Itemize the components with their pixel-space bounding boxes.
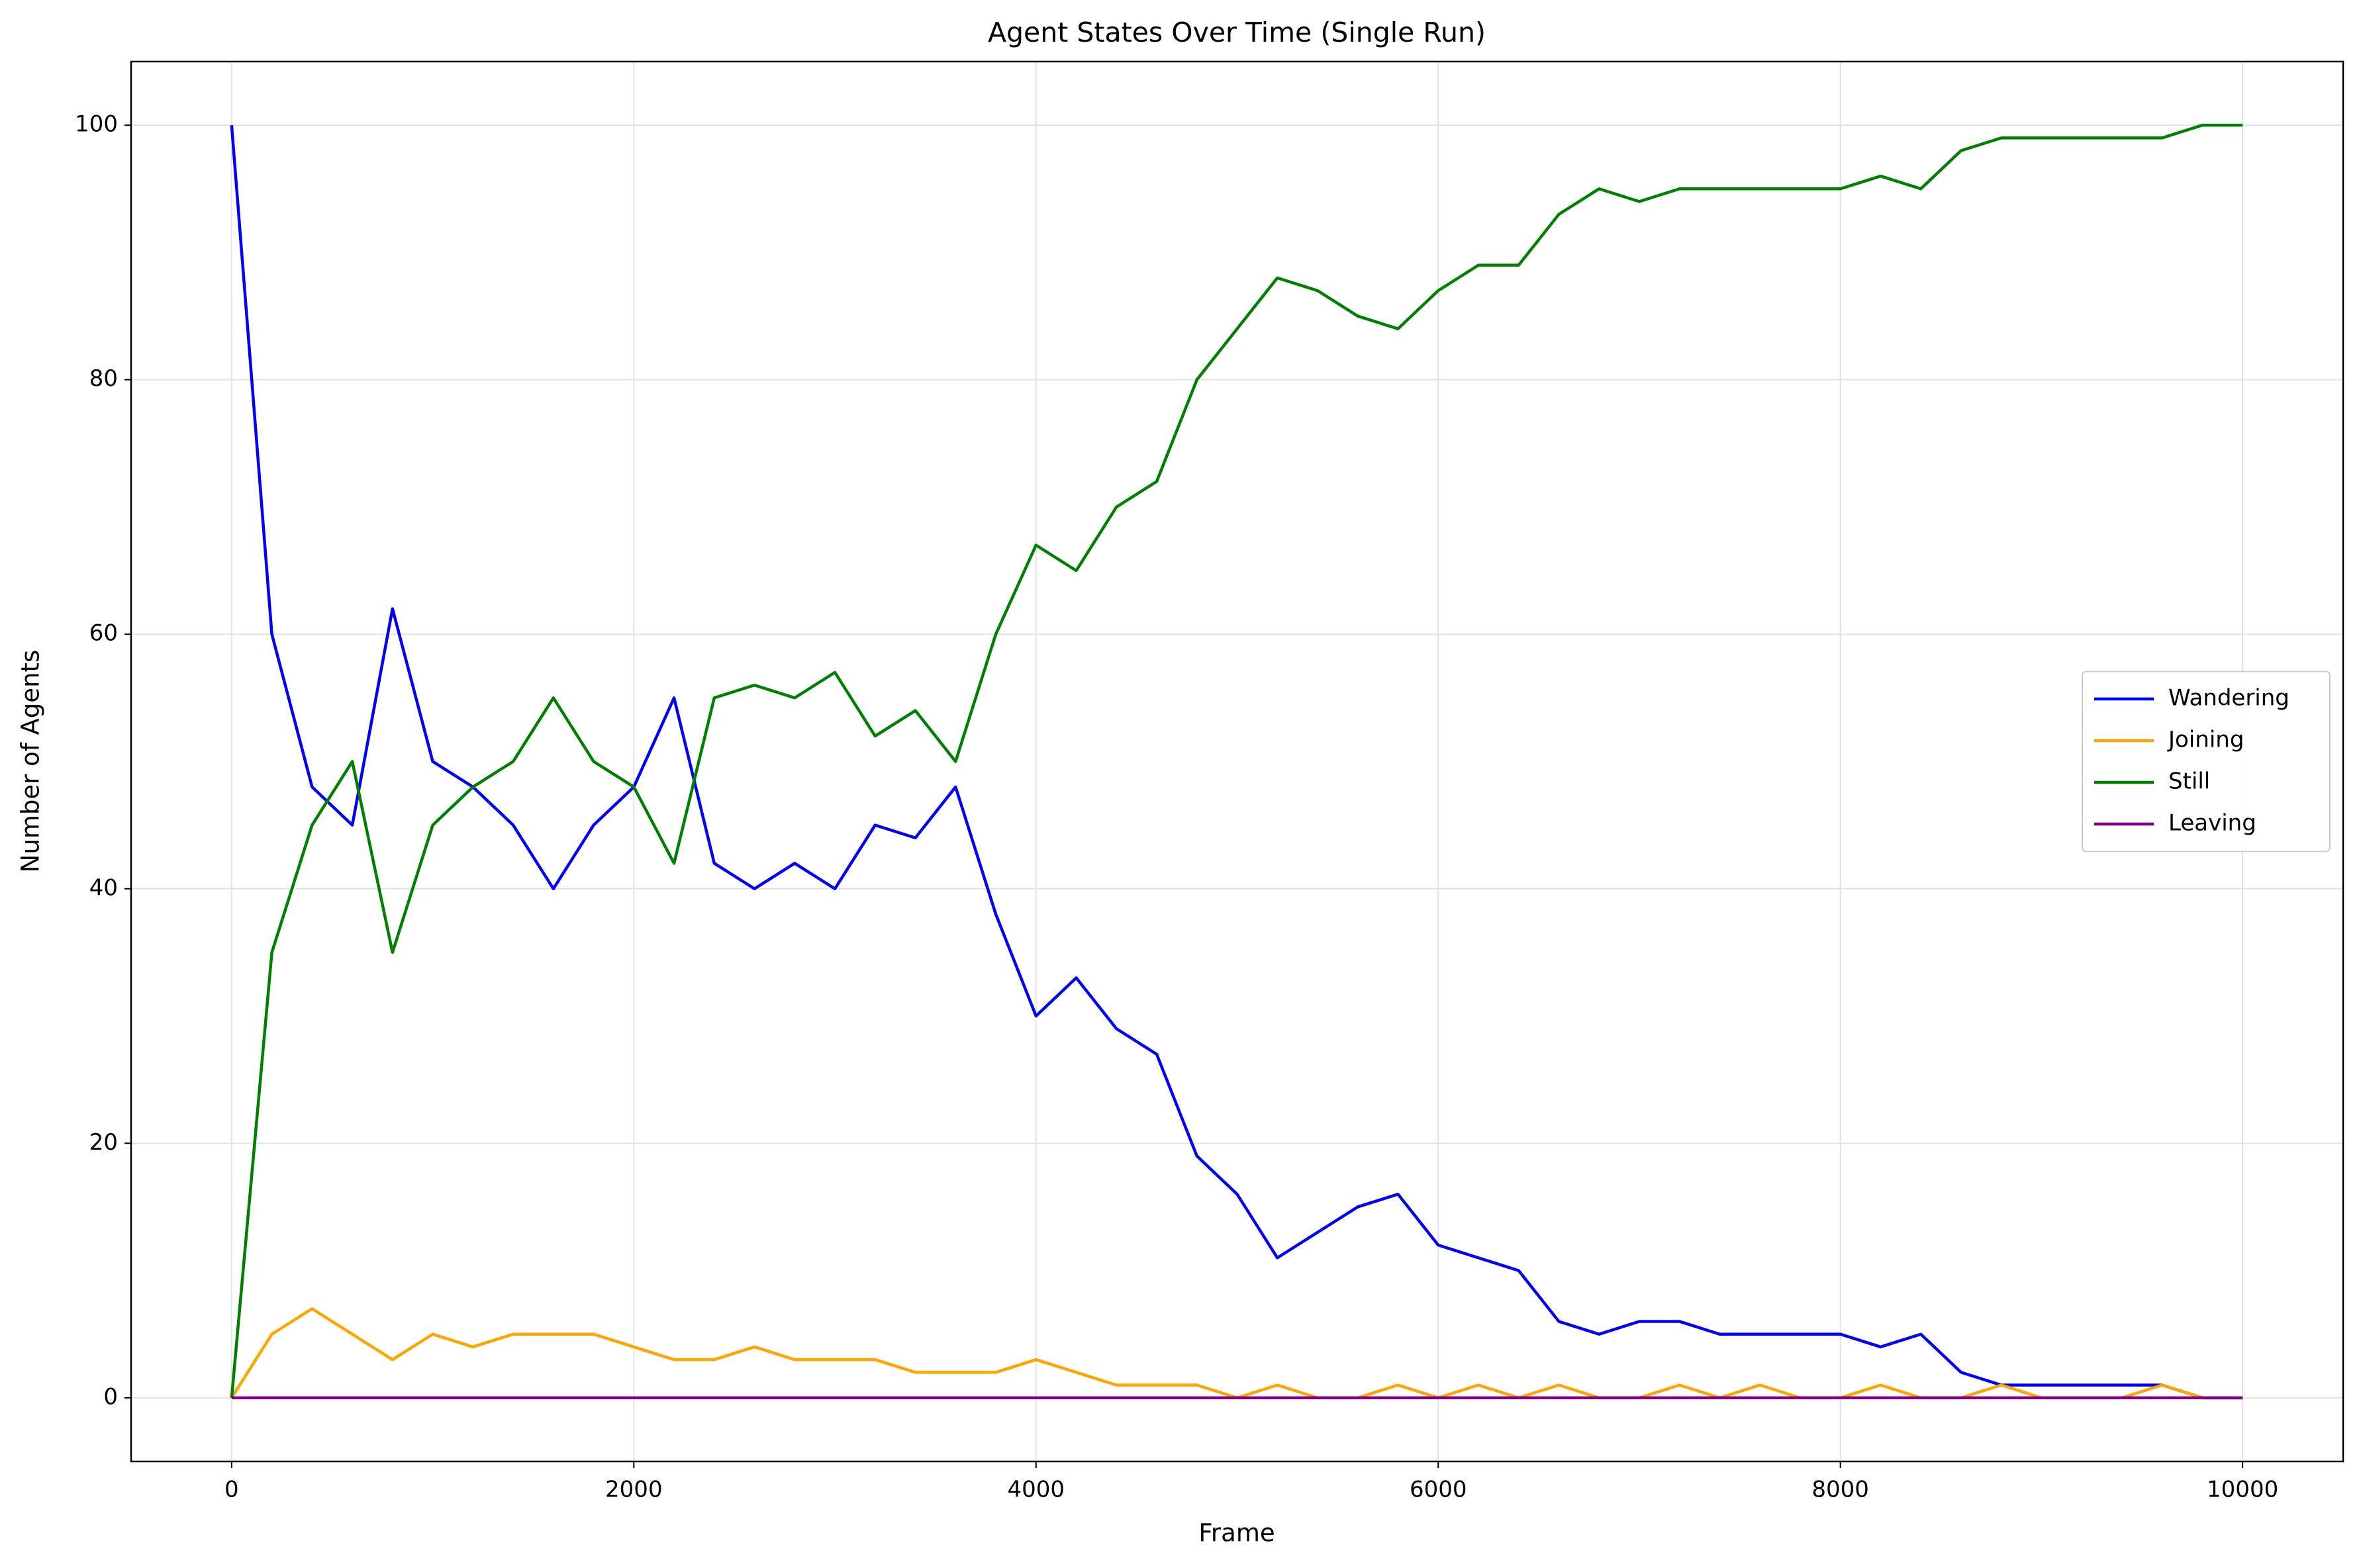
- y-tick-label: 60: [89, 620, 118, 647]
- x-axis-label: Frame: [1198, 1519, 1275, 1547]
- chart-title: Agent States Over Time (Single Run): [988, 17, 1486, 48]
- series-line: [230, 123, 2243, 1399]
- legend-label: Still: [2168, 768, 2210, 795]
- legend-label: Joining: [2167, 727, 2244, 753]
- y-tick-label: 0: [103, 1383, 118, 1410]
- x-tick-label: 4000: [1008, 1477, 1065, 1503]
- plot-frame: [130, 60, 2344, 1463]
- series-line: [230, 124, 2243, 1400]
- x-tick-label: 2000: [605, 1477, 663, 1503]
- y-tick-label: 20: [89, 1129, 118, 1156]
- y-tick-label: 100: [75, 111, 118, 138]
- x-tick-label: 0: [224, 1477, 239, 1503]
- legend-label: Leaving: [2168, 810, 2256, 837]
- y-tick-label: 80: [89, 365, 118, 392]
- x-tick-label: 8000: [1811, 1477, 1869, 1503]
- x-tick-label: 10000: [2207, 1477, 2278, 1503]
- x-tick-label: 6000: [1410, 1477, 1467, 1503]
- legend-box: [2082, 670, 2331, 853]
- y-axis-label: Number of Agents: [17, 650, 45, 873]
- legend-label: Wandering: [2168, 685, 2290, 712]
- y-tick-label: 40: [89, 874, 118, 901]
